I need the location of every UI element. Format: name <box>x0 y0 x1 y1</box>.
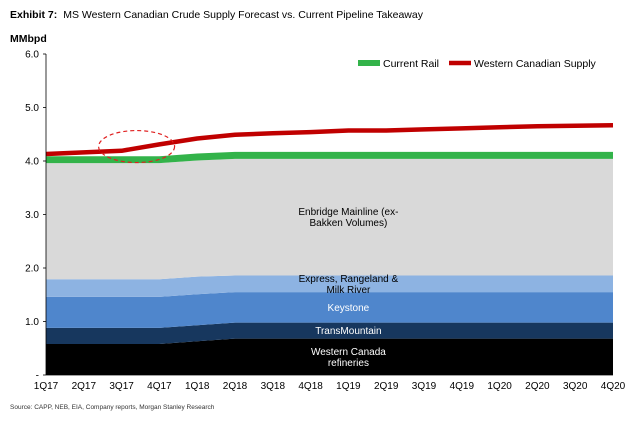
highlight-ellipse <box>98 129 176 164</box>
area-transmountain <box>46 322 613 344</box>
x-tick-label: 2Q19 <box>374 381 399 392</box>
x-tick-label: 1Q17 <box>34 381 59 392</box>
x-tick-label: 4Q20 <box>601 381 626 392</box>
y-tick-label: 1.0 <box>25 317 39 328</box>
x-tick-label: 1Q18 <box>185 381 210 392</box>
x-tick-label: 4Q18 <box>298 381 323 392</box>
legend-label-western-canadian-supply: Western Canadian Supply <box>474 58 597 70</box>
x-tick-label: 1Q19 <box>336 381 361 392</box>
area-enbridge-mainline-ex <box>46 158 613 280</box>
area-current-rail <box>46 151 613 164</box>
line-western-canadian-supply <box>45 122 614 157</box>
chart-title: MS Western Canadian Crude Supply Forecas… <box>63 9 423 21</box>
band-label-western-canada: Western Canada refineries <box>311 347 386 369</box>
y-tick-label: 3.0 <box>25 210 39 221</box>
y-tick-label: 2.0 <box>25 264 39 275</box>
y-tick-label: 5.0 <box>25 103 39 114</box>
band-label-express-rangeland: Express, Rangeland & Milk River <box>299 274 399 296</box>
y-tick-label: - <box>36 371 39 382</box>
area-western-canada <box>46 338 613 375</box>
x-tick-label: 4Q17 <box>147 381 172 392</box>
x-tick-label: 1Q20 <box>487 381 512 392</box>
band-label-keystone: Keystone <box>328 303 370 314</box>
y-tick-label: 4.0 <box>25 157 39 168</box>
x-tick-label: 2Q18 <box>223 381 248 392</box>
band-label-transmountain: TransMountain <box>315 326 381 337</box>
exhibit-number: Exhibit 7: <box>10 9 58 21</box>
x-tick-label: 3Q19 <box>412 381 437 392</box>
x-tick-label: 2Q20 <box>525 381 550 392</box>
x-tick-label: 4Q19 <box>450 381 475 392</box>
legend-label-current-rail: Current Rail <box>383 58 439 70</box>
x-tick-label: 3Q18 <box>261 381 286 392</box>
y-axis-label: MMbpd <box>10 33 47 45</box>
x-tick-label: 3Q17 <box>109 381 134 392</box>
band-label-enbridge-mainline-ex: Enbridge Mainline (ex-Bakken Volumes) <box>298 207 398 229</box>
area-express-rangeland <box>46 275 613 297</box>
x-tick-label: 3Q20 <box>563 381 588 392</box>
area-keystone <box>46 292 613 328</box>
y-tick-label: 6.0 <box>25 50 39 61</box>
x-tick-label: 2Q17 <box>72 381 97 392</box>
exhibit-header: Exhibit 7: MS Western Canadian Crude Supp… <box>10 9 423 21</box>
source-note: Source: CAPP, NEB, EIA, Company reports,… <box>10 404 215 411</box>
